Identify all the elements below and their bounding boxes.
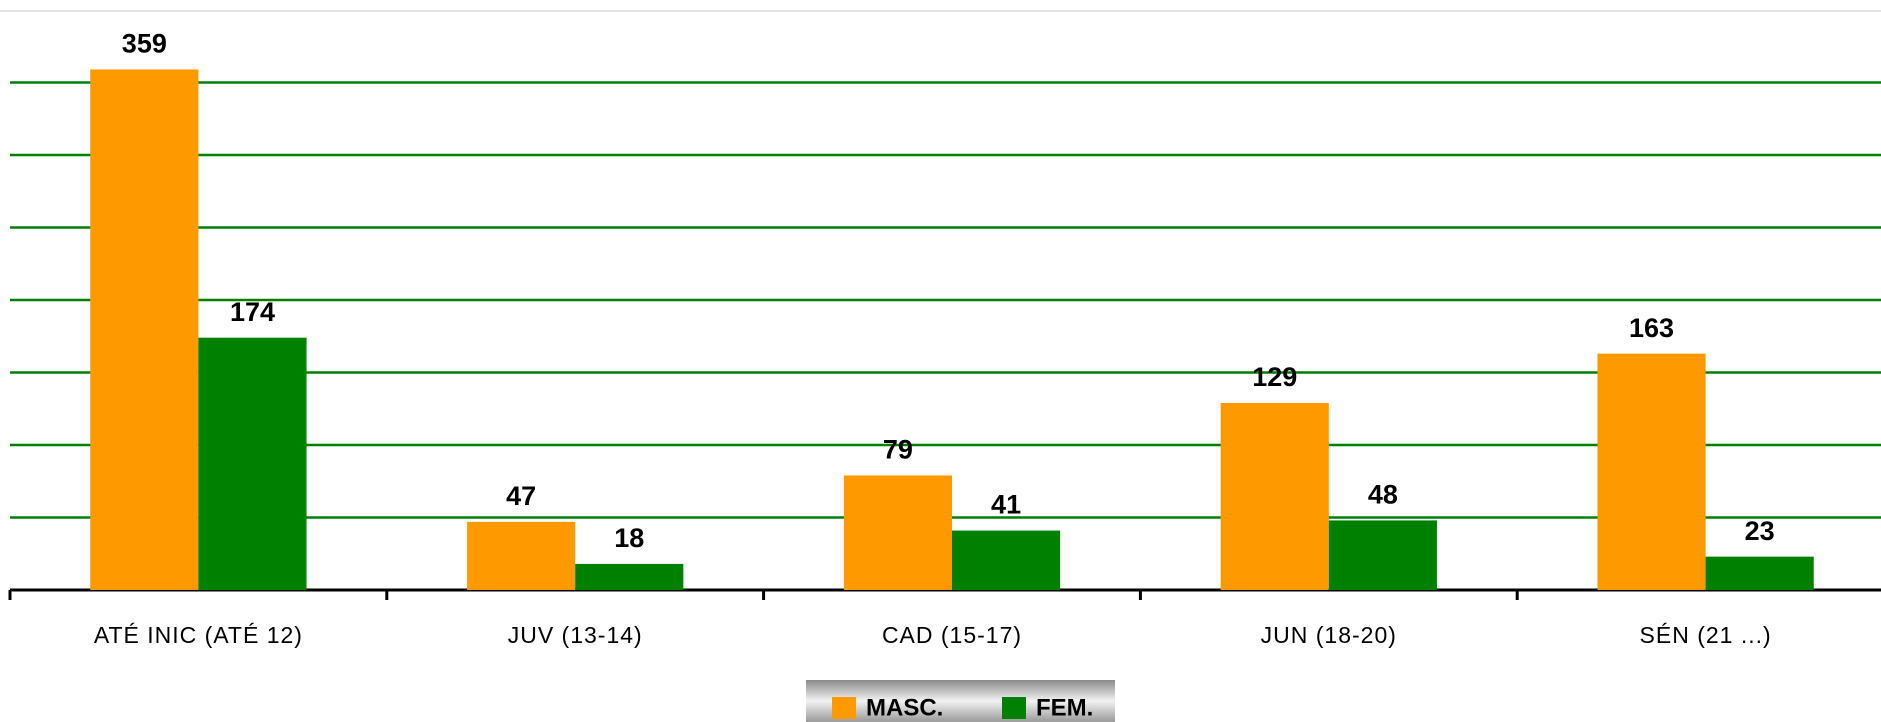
x-tick-label: JUN (18-20): [1261, 622, 1397, 648]
legend-swatch: [1002, 697, 1026, 719]
legend-label: FEM.: [1036, 694, 1093, 721]
value-label: 359: [122, 29, 167, 59]
x-tick-label: SÉN (21 ...): [1640, 622, 1772, 648]
bar: [952, 530, 1061, 590]
bar: [575, 563, 684, 590]
value-label: 23: [1745, 516, 1775, 546]
bar: [843, 475, 952, 590]
value-label: 47: [506, 481, 536, 511]
bar: [1705, 556, 1814, 590]
bar: [467, 521, 576, 590]
bar: [198, 337, 307, 590]
legend-label: MASC.: [866, 694, 943, 721]
value-label: 18: [614, 523, 644, 553]
x-tick-label: CAD (15-17): [882, 622, 1022, 648]
x-tick-label: JUV (13-14): [508, 622, 643, 648]
value-label: 41: [991, 490, 1021, 520]
legend-swatch: [832, 697, 856, 719]
x-tick-label: ATÉ INIC (ATÉ 12): [94, 622, 303, 648]
value-label: 129: [1252, 362, 1297, 392]
value-label: 79: [883, 435, 913, 465]
value-label: 163: [1629, 313, 1674, 343]
legend-box: [806, 680, 1115, 722]
bar: [1328, 520, 1437, 590]
bar: [1597, 353, 1706, 590]
bar: [90, 69, 199, 590]
value-label: 48: [1368, 480, 1398, 510]
bar: [1220, 402, 1329, 590]
value-label: 174: [230, 297, 275, 327]
